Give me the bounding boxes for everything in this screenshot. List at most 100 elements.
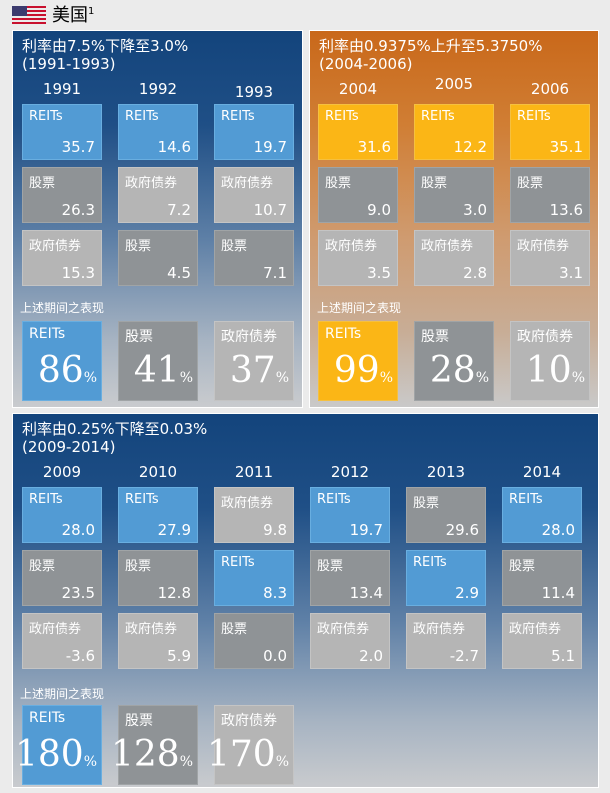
panel-2009-2014: 利率由0.25%下降至0.03% (2009-2014) 2009 2010 2011 2… [12, 413, 599, 788]
year-label: 2013 [426, 463, 466, 481]
year-label: 2014 [522, 463, 562, 481]
tile-label: 政府债券 [317, 622, 370, 637]
year-label: 1991 [42, 80, 82, 98]
summary-tile-bonds: 政府债券 10% [510, 321, 590, 401]
asset-tile-reits: REITs 2.9 [406, 550, 486, 606]
tile-label: REITs [221, 555, 255, 570]
summary-tile-label: 股票 [421, 329, 449, 345]
asset-tile-bonds: 政府债券 7.2 [118, 167, 198, 223]
year-label: 2011 [234, 463, 274, 481]
year-label: 1993 [234, 83, 274, 101]
asset-tile-stocks: 股票 26.3 [22, 167, 102, 223]
summary-percent: 180 [14, 734, 84, 775]
asset-tile-stocks: 股票 13.4 [310, 550, 390, 606]
summary-tile-stocks: 股票 128% [111, 705, 198, 785]
asset-tile-stocks: 股票 12.8 [118, 550, 198, 606]
tile-value: 7.1 [263, 264, 287, 282]
tile-value: 14.6 [157, 138, 191, 156]
asset-tile-stocks: 股票 0.0 [214, 613, 294, 669]
percent-sign: % [83, 754, 97, 770]
year-label: 2010 [138, 463, 178, 481]
tile-value: 19.7 [253, 138, 287, 156]
asset-tile-reits: REITs 19.7 [310, 487, 390, 543]
summary-tile-value: 99% [334, 349, 393, 400]
tile-value: 11.4 [541, 584, 575, 602]
tile-value: 23.5 [61, 584, 95, 602]
tile-value: 15.3 [61, 264, 95, 282]
summary-tile-value: 170% [207, 733, 289, 784]
tile-value: 29.6 [445, 521, 479, 539]
summary-percent: 128 [110, 734, 180, 775]
tile-value: 19.7 [349, 521, 383, 539]
tile-value: 9.0 [367, 201, 391, 219]
tile-value: 5.1 [551, 647, 575, 665]
asset-tile-stocks: 股票 3.0 [414, 167, 494, 223]
tile-label: 政府债券 [509, 622, 562, 637]
asset-tile-bonds: 政府债券 10.7 [214, 167, 294, 223]
summary-tile-value: 86% [38, 349, 97, 400]
tile-label: 政府债券 [517, 239, 570, 254]
panel-title: 利率由0.25%下降至0.03% (2009-2014) [22, 420, 207, 456]
asset-tile-reits: REITs 28.0 [502, 487, 582, 543]
tile-label: REITs [29, 492, 63, 507]
tile-label: REITs [325, 109, 359, 124]
tile-label: REITs [125, 109, 159, 124]
asset-tile-bonds: 政府债券 9.8 [214, 487, 294, 543]
tile-label: 股票 [221, 239, 248, 254]
panel-title: 利率由0.9375%上升至5.3750% (2004-2006) [319, 37, 542, 73]
panel-title-rate: 利率由0.9375%上升至5.3750% [319, 37, 543, 55]
panel-title: 利率由7.5%下降至3.0% (1991-1993) [22, 37, 188, 73]
tile-label: REITs [517, 109, 551, 124]
summary-tile-stocks: 股票 41% [118, 321, 198, 401]
asset-tile-reits: REITs 14.6 [118, 104, 198, 160]
tile-value: 2.9 [455, 584, 479, 602]
tile-value: 2.0 [359, 647, 383, 665]
tile-label: 政府债券 [29, 239, 82, 254]
asset-tile-reits: REITs 28.0 [22, 487, 102, 543]
tile-label: REITs [413, 555, 447, 570]
summary-percent: 170 [206, 734, 276, 775]
summary-percent: 10 [525, 350, 572, 391]
summary-tile-reits: REITs 180% [15, 705, 102, 785]
tile-value: 7.2 [167, 201, 191, 219]
us-flag-icon [12, 6, 46, 26]
tile-value: -3.6 [65, 647, 95, 665]
summary-percent: 41 [133, 350, 180, 391]
tile-label: 政府债券 [421, 239, 474, 254]
percent-sign: % [275, 370, 289, 386]
year-label: 2009 [42, 463, 82, 481]
tile-value: 27.9 [157, 521, 191, 539]
asset-tile-stocks: 股票 9.0 [318, 167, 398, 223]
summary-tile-reits: REITs 99% [318, 321, 398, 401]
summary-tile-stocks: 股票 28% [414, 321, 494, 401]
tile-value: 3.5 [367, 264, 391, 282]
summary-percent: 28 [429, 350, 476, 391]
summary-tile-label: 政府债券 [221, 713, 277, 729]
summary-percent: 86 [37, 350, 84, 391]
summary-tile-label: 股票 [125, 713, 153, 729]
summary-label: 上述期间之表现 [20, 687, 105, 701]
tile-value: 5.9 [167, 647, 191, 665]
summary-tile-label: 政府债券 [517, 329, 573, 345]
tile-value: 28.0 [61, 521, 95, 539]
tile-label: 股票 [413, 496, 440, 511]
tile-label: 股票 [421, 176, 448, 191]
tile-label: 政府债券 [413, 622, 466, 637]
asset-tile-stocks: 股票 7.1 [214, 230, 294, 286]
summary-tile-value: 37% [230, 349, 289, 400]
tile-value: 26.3 [61, 201, 95, 219]
asset-tile-reits: REITs 27.9 [118, 487, 198, 543]
tile-label: REITs [317, 492, 351, 507]
panel-2004-2006: 利率由0.9375%上升至5.3750% (2004-2006) 2004 2005 2… [309, 30, 599, 408]
percent-sign: % [275, 754, 289, 770]
panel-title-rate: 利率由0.25%下降至0.03% [22, 420, 208, 438]
summary-percent: 37 [229, 350, 276, 391]
tile-value: 35.7 [61, 138, 95, 156]
panel-title-rate: 利率由7.5%下降至3.0% [22, 37, 189, 55]
year-label: 2006 [530, 80, 570, 98]
year-label: 2012 [330, 463, 370, 481]
tile-label: 股票 [125, 239, 152, 254]
asset-tile-stocks: 股票 4.5 [118, 230, 198, 286]
asset-tile-bonds: 政府债券 15.3 [22, 230, 102, 286]
tile-value: 13.4 [349, 584, 383, 602]
